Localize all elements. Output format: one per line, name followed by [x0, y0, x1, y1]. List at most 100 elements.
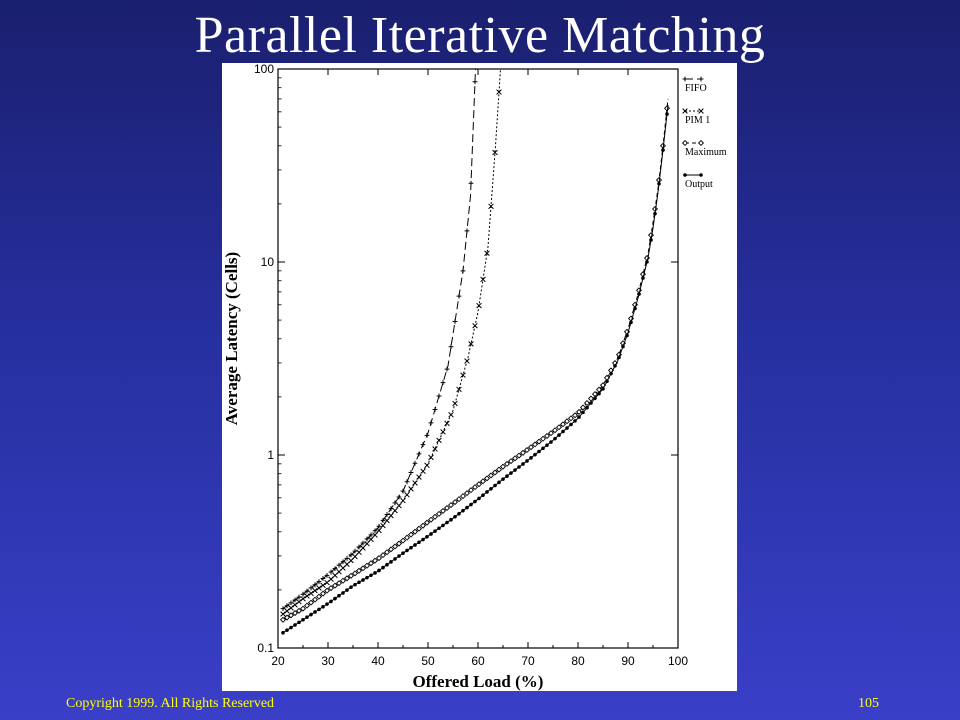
- series-marker-pim-1: [388, 512, 394, 519]
- x-tick-label: 60: [471, 654, 485, 668]
- series-marker-pim-1: [448, 412, 454, 418]
- x-axis-title: Offered Load (%): [413, 672, 544, 691]
- series-marker-output: [389, 560, 393, 564]
- copyright-text: Copyright 1999. All Rights Reserved: [66, 696, 275, 711]
- series-marker-maximum: [591, 391, 599, 398]
- series-marker-fifo: [460, 268, 466, 274]
- series-marker-maximum: [475, 481, 483, 488]
- series-marker-maximum: [447, 502, 455, 509]
- series-marker-pim-1: [460, 372, 466, 378]
- series-marker-maximum: [335, 580, 343, 587]
- series-marker-maximum: [391, 543, 399, 550]
- series-marker-output: [517, 465, 521, 469]
- x-tick-label: 80: [571, 654, 585, 668]
- series-marker-output: [525, 459, 529, 463]
- series-marker-maximum: [419, 522, 427, 529]
- series-marker-fifo: [436, 393, 442, 399]
- series-marker-maximum: [519, 449, 527, 456]
- series-marker-output: [617, 355, 621, 360]
- series-marker-maximum: [571, 412, 579, 419]
- series-marker-pim-1: [348, 557, 354, 564]
- series-marker-pim-1: [492, 149, 498, 156]
- series-marker-maximum: [371, 557, 379, 564]
- series-marker-output: [337, 593, 341, 598]
- series-marker-maximum: [279, 616, 287, 623]
- series-marker-output: [605, 379, 609, 384]
- series-marker-maximum: [375, 554, 383, 562]
- series-marker-maximum: [403, 534, 411, 541]
- series-marker-output: [405, 548, 409, 553]
- series-marker-output: [377, 568, 381, 573]
- series-marker-pim-1: [380, 522, 386, 529]
- series-marker-pim-1: [320, 582, 326, 589]
- x-tick-label: 100: [668, 654, 688, 668]
- series-marker-output: [345, 588, 349, 592]
- series-marker-maximum: [455, 496, 463, 503]
- series-marker-fifo: [376, 523, 382, 529]
- series-marker-output: [369, 573, 373, 578]
- series-marker-output: [509, 471, 513, 475]
- x-tick-label: 90: [621, 654, 635, 668]
- series-marker-pim-1: [280, 611, 286, 617]
- series-marker-maximum: [515, 452, 523, 459]
- legend-marker-pim-1: [698, 108, 704, 114]
- series-marker-output: [493, 483, 497, 488]
- series-marker-maximum: [479, 478, 487, 485]
- series-marker-output: [549, 440, 553, 444]
- series-marker-output: [477, 496, 481, 501]
- series-marker-pim-1: [288, 605, 294, 611]
- series-marker-fifo: [364, 536, 370, 542]
- x-tick-label: 30: [321, 654, 335, 668]
- series-marker-output: [613, 364, 617, 368]
- legend-marker-pim-1: [682, 108, 688, 114]
- series-marker-maximum: [459, 493, 467, 500]
- series-marker-fifo: [372, 528, 378, 534]
- series-marker-fifo: [352, 548, 358, 554]
- series-marker-maximum: [435, 510, 443, 517]
- series-marker-fifo: [420, 442, 426, 448]
- series-marker-output: [481, 493, 485, 498]
- series-marker-fifo: [336, 562, 342, 568]
- series-marker-maximum: [395, 540, 403, 547]
- series-marker-maximum: [387, 546, 395, 553]
- series-marker-fifo: [456, 293, 462, 299]
- series-marker-output: [473, 499, 477, 504]
- series-marker-output: [565, 426, 569, 430]
- series-marker-output: [433, 529, 437, 533]
- series-marker-maximum: [379, 552, 387, 559]
- series-marker-output: [581, 410, 585, 415]
- series-marker-output: [645, 260, 649, 264]
- series-marker-fifo: [448, 344, 454, 350]
- slide-title: Parallel Iterative Matching: [194, 7, 766, 64]
- series-marker-fifo: [316, 579, 322, 585]
- series-marker-pim-1: [384, 517, 390, 524]
- x-tick-label: 50: [421, 654, 435, 668]
- series-marker-maximum: [567, 415, 575, 422]
- series-marker-pim-1: [372, 532, 378, 538]
- series-marker-output: [401, 551, 405, 555]
- series-marker-fifo: [412, 460, 418, 466]
- series-marker-maximum: [539, 435, 547, 442]
- series-marker-fifo: [340, 559, 346, 565]
- series-marker-pim-1: [284, 608, 290, 614]
- legend-marker-maximum: [697, 139, 705, 147]
- series-marker-fifo: [396, 494, 402, 500]
- series-marker-fifo: [368, 532, 374, 538]
- series-marker-output: [289, 625, 293, 630]
- series-marker-fifo: [468, 180, 474, 186]
- series-marker-fifo: [444, 366, 450, 372]
- legend-marker-output: [683, 173, 687, 177]
- series-marker-output: [453, 514, 457, 519]
- series-marker-pim-1: [412, 480, 418, 486]
- series-marker-pim-1: [308, 590, 314, 597]
- series-marker-fifo: [384, 512, 390, 517]
- series-marker-fifo: [432, 407, 438, 412]
- series-marker-fifo: [320, 576, 326, 581]
- series-marker-pim-1: [468, 341, 474, 347]
- series-marker-maximum: [431, 513, 439, 520]
- series-marker-output: [301, 617, 305, 622]
- series-marker-maximum: [523, 446, 531, 454]
- series-marker-output: [349, 585, 353, 590]
- series-marker-maximum: [547, 430, 555, 437]
- series-marker-maximum: [367, 560, 375, 567]
